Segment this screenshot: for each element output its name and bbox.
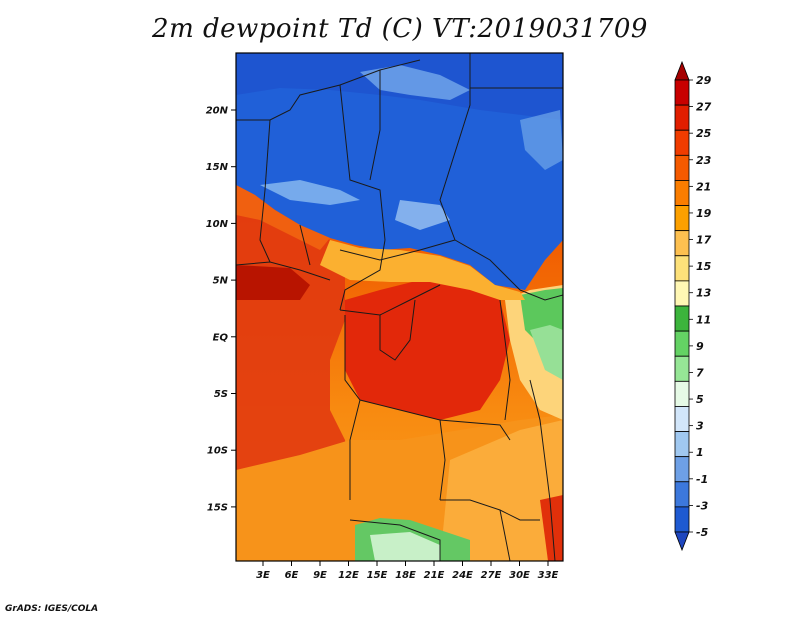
colorbar-label: -5 (696, 526, 709, 539)
west-transition (236, 185, 330, 250)
lat-tick-label: 15N (206, 162, 229, 173)
lon-tick-label: 15E (367, 570, 388, 581)
lat-tick-label: 20N (206, 106, 229, 117)
colorbar-label: 25 (696, 127, 712, 140)
nigeria-deep-red (236, 265, 310, 300)
east-lightgreen-zone (530, 325, 563, 380)
lat-tick-label: 10S (207, 446, 228, 457)
lon-tick-label: 24E (452, 570, 473, 581)
colorbar-segment (674, 104, 690, 131)
colorbar-segment (674, 456, 690, 483)
colorbar-label: 19 (696, 207, 712, 220)
lat-tick-label: 15S (207, 502, 228, 513)
lat-tick-label: 5N (213, 276, 229, 287)
lon-tick-label: 33E (538, 570, 559, 581)
lon-tick-label: 18E (395, 570, 416, 581)
colorbar-segment (674, 180, 690, 206)
colorbar-segment (674, 205, 690, 232)
colorbar-segment (674, 330, 690, 357)
colorbar-segment (674, 255, 690, 282)
colorbar-label: 5 (696, 393, 704, 406)
southeast-light-orange (440, 420, 563, 561)
longitude-axis: 3E 6E 9E 12E 15E 18E 21E 24E 27E 30E 33E (256, 561, 559, 581)
lon-tick-label: 27E (481, 570, 502, 581)
lon-tick-label: 3E (256, 570, 270, 581)
colorbar-label: 21 (696, 180, 711, 193)
colorbar-segment (674, 506, 690, 533)
colorbar-segment (674, 280, 690, 307)
plot-frame (235, 52, 564, 562)
colorbar-label: 27 (696, 101, 712, 114)
field-layer (236, 53, 563, 561)
lon-tick-label: 21E (424, 570, 445, 581)
colorbar-label: 29 (696, 74, 712, 87)
colorbar-segment (674, 154, 690, 181)
colorbar-label: 1 (696, 446, 704, 459)
lat-tick-label: EQ (213, 332, 229, 343)
colorbar-label: 13 (696, 287, 712, 300)
colorbar-label: 7 (696, 366, 704, 379)
grads-credit: GrADS: IGES/COLA (5, 604, 99, 614)
sahara-blue (236, 53, 563, 290)
colorbar-segment (674, 79, 690, 106)
lon-tick-label: 9E (313, 570, 327, 581)
colorbar: 29 27 25 23 21 19 17 15 13 11 9 7 5 3 1 -1 -3 -5 (674, 60, 712, 552)
colorbar-label: -1 (696, 473, 708, 486)
lon-tick-label: 6E (285, 570, 299, 581)
colorbar-bottom-cap (674, 531, 690, 552)
colorbar-segment (674, 431, 690, 458)
colorbar-label: 23 (696, 154, 712, 167)
colorbar-segment (674, 380, 690, 407)
east-streak (520, 110, 563, 170)
north-streak (360, 65, 470, 100)
colorbar-label: 9 (696, 340, 704, 353)
colorbar-segment (674, 230, 690, 257)
colorbar-segment (674, 129, 690, 156)
colorbar-label: 15 (696, 260, 712, 273)
latitude-axis: 20N 15N 10N 5N EQ 5S 10S 15S (206, 106, 236, 513)
lon-tick-label: 30E (509, 570, 530, 581)
country-borders (236, 53, 563, 561)
lat-tick-label: 5S (214, 389, 228, 400)
colorbar-segment (674, 355, 690, 382)
colorbar-label: 11 (696, 313, 711, 326)
colorbar-label: 3 (696, 420, 704, 433)
lon-tick-label: 12E (338, 570, 359, 581)
colorbar-label: 17 (696, 234, 712, 247)
colorbar-top-cap (674, 60, 690, 81)
colorbar-segment (674, 305, 690, 332)
southeast-red (540, 495, 563, 561)
colorbar-segment (674, 406, 690, 432)
transition-streak-1 (260, 180, 360, 205)
chart-title: 2m dewpoint Td (C) VT:2019031709 (152, 14, 648, 44)
colorbar-label: -3 (696, 499, 709, 512)
colorbar-segment (674, 481, 690, 508)
transition-streak-2 (395, 200, 450, 230)
transition-belt (320, 240, 525, 300)
lat-tick-label: 10N (206, 219, 229, 230)
southwest-palegreen (370, 532, 440, 561)
congo-basin (345, 280, 510, 420)
